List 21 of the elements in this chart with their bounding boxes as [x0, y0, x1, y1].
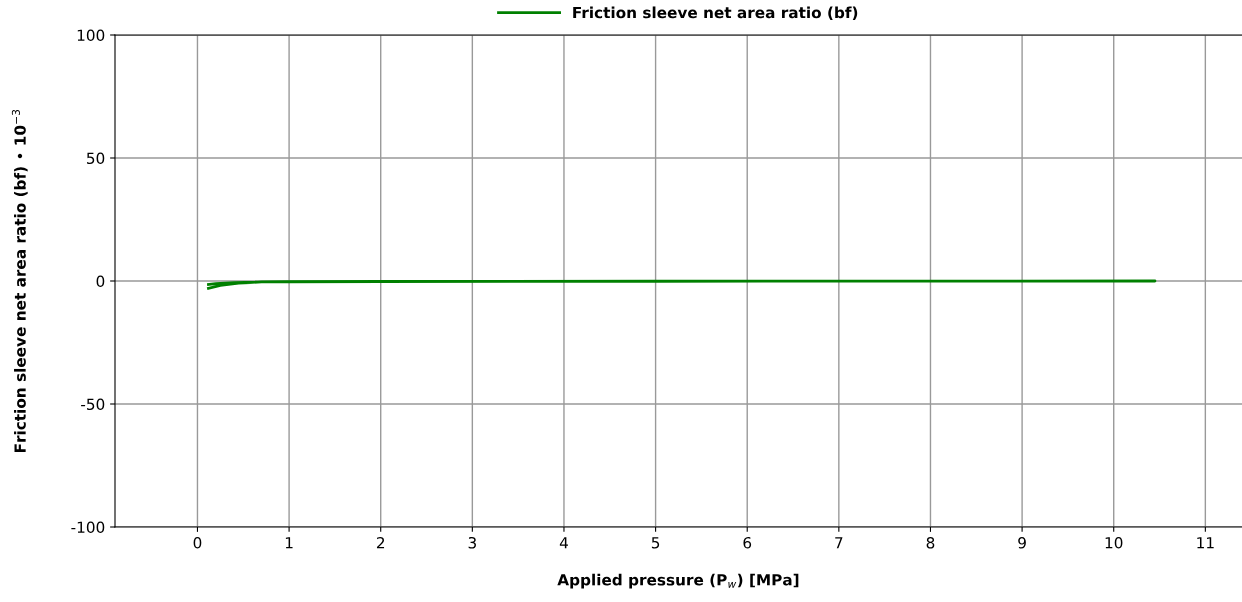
x-tick-label: 10	[1105, 536, 1123, 549]
y-tick-label: 0	[96, 275, 105, 288]
x-tick-label: 0	[193, 536, 202, 549]
x-tick-label: 11	[1197, 537, 1214, 549]
x-tick-label: 1	[285, 537, 293, 549]
x-tick-label: 6	[743, 536, 752, 549]
x-tick-label: 7	[835, 537, 843, 549]
x-tick-label: 9	[1018, 536, 1026, 549]
x-tick-label: 3	[468, 536, 476, 549]
x-tick-label: 5	[651, 537, 660, 549]
y-axis-title: Friction sleeve net area ratio (bf) • 10$^{−3}$	[11, 109, 28, 453]
legend-label: Friction sleeve net area ratio (bf)	[573, 6, 858, 21]
x-tick-label: 2	[376, 536, 385, 549]
y-tick-label: -50	[81, 398, 105, 411]
y-tick-label: 100	[77, 29, 105, 42]
x-tick-label: 8	[926, 536, 935, 549]
x-tick-label: 4	[559, 537, 568, 549]
y-tick-label: 50	[87, 152, 105, 165]
x-axis-title: Applied pressure (P$_{w}$) [MPa]	[557, 573, 799, 589]
line-series	[207, 279, 1157, 290]
y-tick-label: -100	[71, 521, 105, 534]
